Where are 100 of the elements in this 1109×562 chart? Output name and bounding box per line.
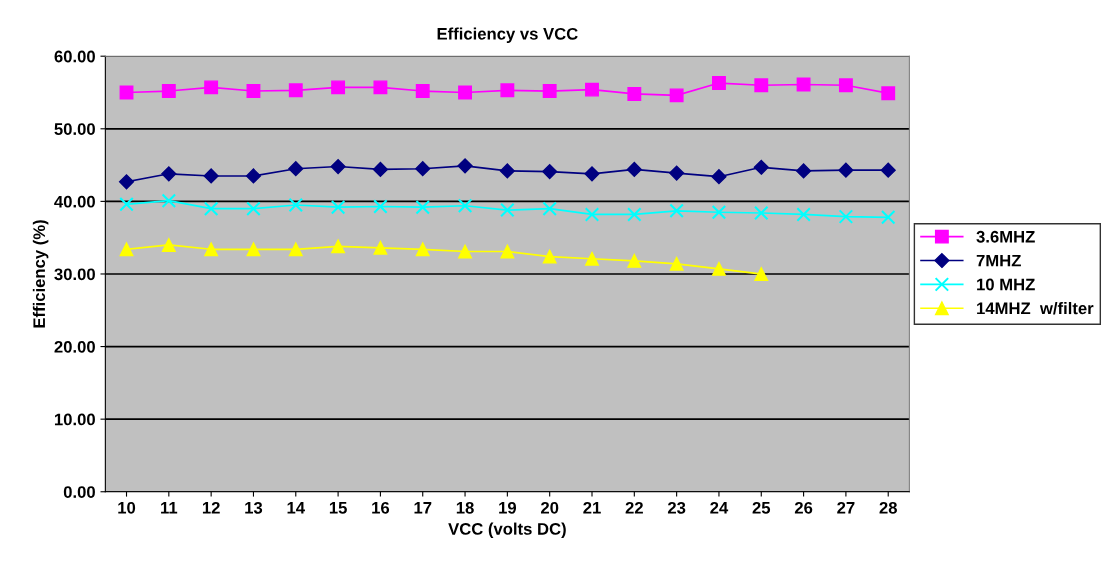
point [415,199,431,215]
point [627,253,642,268]
point [330,199,346,215]
point [881,86,896,101]
y-tick-label: 50.00 [54,123,95,135]
point [754,78,769,93]
y-tick-label: 0.00 [63,486,95,498]
point [161,166,177,182]
point [796,207,811,222]
point [203,168,219,184]
point [584,207,600,222]
y-tick-label: 60.00 [54,50,95,63]
y-tick-label: 30.00 [54,268,95,281]
point [711,169,727,185]
point [585,82,599,97]
point [712,76,726,91]
x-tick-label: 18 [456,501,474,514]
point [457,158,473,174]
point [711,204,727,220]
y-tick-label: 20.00 [54,340,95,353]
point [542,201,557,216]
y-tick-label: 10.00 [54,413,95,426]
x-axis-title: VCC (volts DC) [448,522,566,539]
x-tick-label: 22 [625,501,643,514]
point [204,80,219,95]
point [331,80,346,95]
legend-label: 7MHZ [976,254,1021,267]
x-tick-label: 25 [752,501,771,514]
x-tick-label: 20 [540,501,559,514]
point [712,261,726,276]
x-tick-label: 10 [118,501,136,514]
x-tick-label: 12 [202,501,220,514]
point [288,83,303,98]
point [373,240,388,255]
x-tick-label: 14 [287,502,305,514]
chart-title: Efficiency vs VCC [437,27,578,43]
point [585,251,599,266]
x-tick-label: 11 [161,502,178,514]
point [753,205,769,221]
legend-label: 10 MHZ [977,278,1035,291]
legend-label: 3.6MHZ [976,230,1035,243]
x-tick-label: 19 [499,501,517,514]
point [669,88,684,103]
x-tick-label: 23 [667,501,686,514]
x-tick-label: 21 [583,501,601,514]
x-tick-label: 13 [245,501,263,514]
point [457,198,473,214]
point [880,162,896,178]
point [161,193,177,208]
point [500,202,515,218]
point [246,84,261,98]
point [669,203,684,219]
point [119,197,134,212]
point [753,159,769,175]
point [669,256,684,271]
point [118,174,135,190]
point [796,163,812,179]
x-tick-label: 24 [710,501,729,514]
point [754,267,769,281]
point [204,242,219,257]
point [246,242,261,257]
point [627,207,642,222]
point [372,161,388,178]
point [415,161,431,177]
point [288,161,304,177]
x-tick-label: 16 [372,501,390,514]
point [415,242,430,257]
point [584,166,600,182]
point [119,242,134,257]
point [288,242,303,257]
point [330,158,346,175]
point [880,210,896,225]
point [499,163,515,179]
point [373,199,388,214]
point [203,201,219,216]
point [626,161,642,178]
point [331,239,346,254]
point [288,197,304,213]
x-tick-label: 15 [329,502,347,514]
point [500,244,515,259]
point [161,237,176,252]
point [246,201,261,216]
point [627,87,642,101]
y-axis-title: Efficiency (%) [32,220,49,328]
point [542,84,557,98]
point [245,168,262,184]
legend-label: 14MHZ w/filter [977,302,1094,315]
point [796,77,811,92]
point [542,164,558,180]
y-tick-label: 40.00 [54,195,95,208]
x-tick-label: 26 [794,501,813,514]
point [838,78,853,93]
point [161,84,176,98]
x-tick-label: 17 [414,502,432,514]
point [838,162,854,178]
point [373,80,388,95]
point [458,244,472,259]
point [500,83,515,98]
x-tick-label: 27 [837,501,855,514]
point [458,85,472,100]
